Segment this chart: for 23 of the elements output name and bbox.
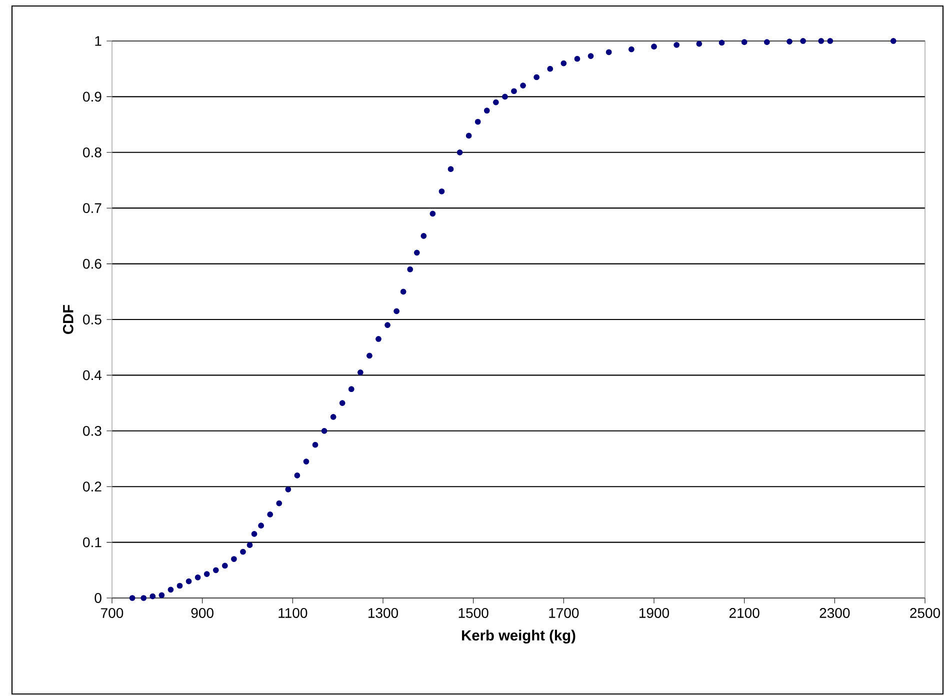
y-tick-label: 0.1 [83,537,102,548]
x-tick-label: 2300 [820,608,850,618]
y-tick-label: 0.6 [83,258,102,269]
y-axis-title: CDF [62,304,74,334]
y-tick-label: 0.4 [83,370,102,380]
x-tick-label: 1500 [458,608,488,618]
x-tick-label: 1100 [278,608,308,618]
y-tick-label: 0.9 [83,92,102,102]
y-tick-label: 0.7 [83,203,102,214]
x-axis-title: Kerb weight (kg) [462,630,576,644]
y-tick-label: 0 [94,593,102,603]
x-tick-label: 1300 [368,608,398,618]
x-tick-label: 1700 [549,608,579,618]
y-tick-label: 0.3 [83,426,102,436]
y-tick-label: 0.8 [83,147,102,158]
y-tick-label: 0.5 [83,314,102,324]
x-tick-label: 900 [191,608,214,618]
y-tick-label: 0.2 [83,482,102,492]
y-tick-label: 1 [95,36,102,46]
x-tick-label: 700 [101,608,124,618]
x-tick-label: 2100 [729,608,760,618]
x-tick-label: 1900 [640,608,670,618]
x-tick-label: 2500 [910,608,940,618]
